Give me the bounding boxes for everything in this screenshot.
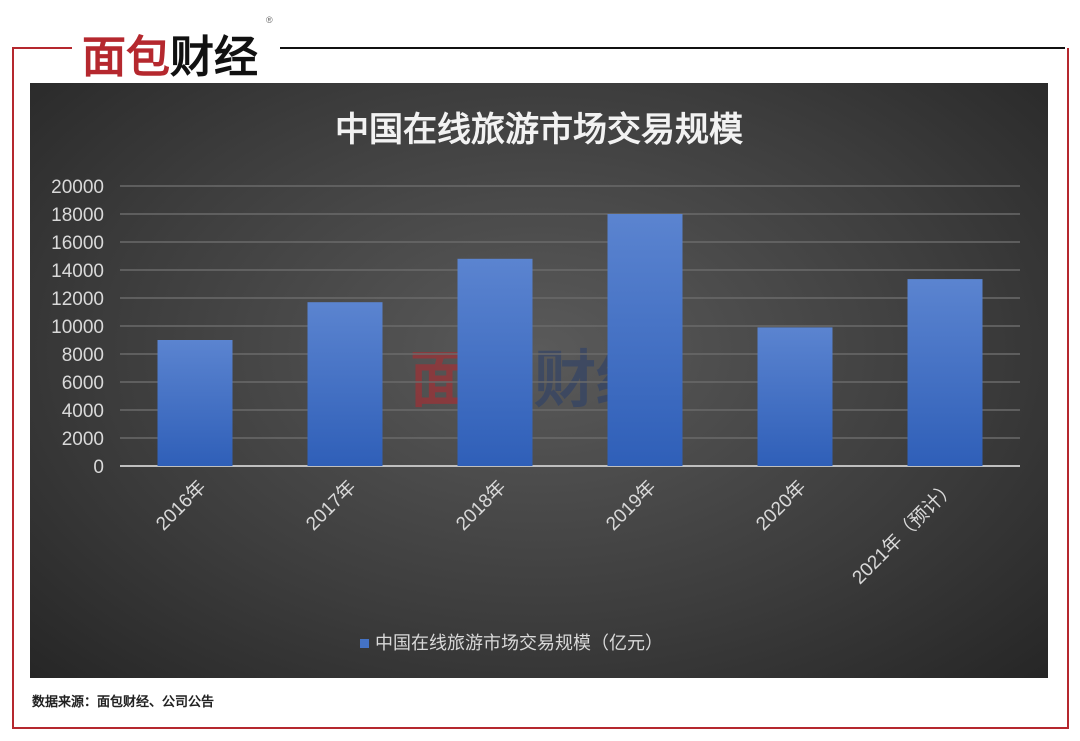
bar <box>457 258 533 466</box>
chart-area: 中国在线旅游市场交易规模 面包财经 0200040006000800010000… <box>30 83 1048 678</box>
y-tick-label: 12000 <box>51 289 104 310</box>
divider <box>280 47 1065 49</box>
y-tick-label: 0 <box>93 457 104 478</box>
bar <box>607 214 683 466</box>
bar <box>907 279 983 466</box>
border-frame <box>12 48 1069 729</box>
y-tick-label: 14000 <box>51 261 104 282</box>
bar-chart: 中国在线旅游市场交易规模 面包财经 0200040006000800010000… <box>51 110 1020 654</box>
brand-logo: 面包财经 ® <box>78 14 278 80</box>
y-tick-label: 6000 <box>62 373 104 394</box>
legend-label: 中国在线旅游市场交易规模（亿元） <box>375 633 663 654</box>
svg-text:®: ® <box>266 15 273 25</box>
bar <box>307 302 383 466</box>
x-tick-label: 2018年 <box>452 476 511 535</box>
legend-swatch <box>360 639 369 648</box>
svg-text:面包财经: 面包财经 <box>82 32 258 80</box>
bar <box>757 327 833 466</box>
x-tick-label: 2019年 <box>602 476 661 535</box>
x-tick-label: 2020年 <box>752 476 811 535</box>
x-tick-label: 2017年 <box>302 476 361 535</box>
legend: 中国在线旅游市场交易规模（亿元） <box>360 633 663 654</box>
bar <box>157 340 233 466</box>
divider <box>12 47 72 49</box>
y-tick-label: 2000 <box>62 429 104 450</box>
y-tick-label: 16000 <box>51 233 104 254</box>
x-tick-label: 2021年（预计） <box>848 476 961 589</box>
y-tick-label: 10000 <box>51 317 104 338</box>
x-tick-label: 2016年 <box>152 476 211 535</box>
y-tick-label: 4000 <box>62 401 104 422</box>
y-tick-label: 18000 <box>51 205 104 226</box>
y-tick-label: 20000 <box>51 177 104 198</box>
data-source: 数据来源：面包财经、公司公告 <box>32 695 215 710</box>
chart-title: 中国在线旅游市场交易规模 <box>335 110 743 150</box>
y-tick-label: 8000 <box>62 345 104 366</box>
